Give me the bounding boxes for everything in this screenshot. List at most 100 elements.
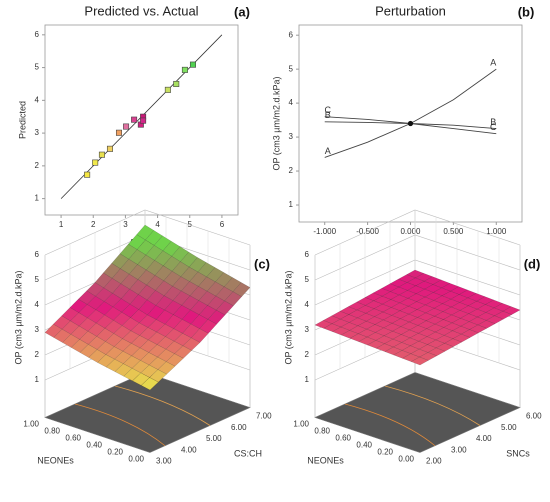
- surface-patch: [189, 271, 207, 287]
- y-tick-label: 1: [289, 200, 294, 209]
- series-label: A: [325, 146, 331, 156]
- y-axis-label: NEONEs: [37, 455, 74, 465]
- surface-patch: [97, 354, 115, 368]
- surface-patch: [157, 361, 176, 375]
- y-tick-label: 0.20: [377, 448, 393, 457]
- z-tick-label: 2: [35, 350, 40, 359]
- z-axis-label: OP (cm3 µm/m2.d.kPa): [13, 270, 23, 364]
- surface-patch: [120, 258, 138, 275]
- point: [140, 117, 147, 124]
- x-tick-label: 1: [59, 220, 64, 229]
- x-tick-label: 5.00: [206, 434, 222, 443]
- surface-patch: [215, 286, 234, 302]
- series-label: B: [325, 110, 331, 120]
- surface-patch: [314, 320, 333, 329]
- surface-patch: [131, 360, 150, 374]
- series-label: B: [490, 117, 496, 127]
- x-tick-label: 7.00: [256, 412, 272, 421]
- y-tick-label: 0.40: [86, 441, 102, 450]
- z-tick-label: 4: [35, 300, 40, 309]
- y-tick-label: 5: [289, 64, 294, 73]
- x-tick-label: 3.00: [451, 445, 467, 454]
- surface-patch: [140, 364, 159, 378]
- x-tick-label: 5.00: [501, 423, 517, 432]
- z-tick-label: 3: [35, 325, 40, 334]
- floor-contour: [114, 385, 211, 426]
- surface-patch: [148, 344, 167, 358]
- x-axis-label: CS:CH: [234, 448, 262, 458]
- chart-title: Perturbation: [375, 3, 446, 18]
- y-tick-label: 1.00: [293, 420, 309, 429]
- surface-patch: [146, 275, 165, 291]
- y-tick-label: 3: [35, 128, 40, 137]
- x-tick-label: 4.00: [181, 445, 197, 454]
- z-tick-label: 1: [35, 375, 40, 384]
- z-axis-label: OP (cm3 µm/m2.d.kPa): [283, 270, 293, 364]
- z-tick-label: 1: [305, 375, 310, 384]
- y-tick-label: 0.80: [44, 427, 60, 436]
- z-tick-label: 6: [305, 250, 310, 259]
- y-tick-label: 1: [35, 194, 40, 203]
- y-axis-label: Predicted: [17, 101, 27, 139]
- y-tick-label: 0.00: [128, 455, 144, 464]
- y-axis-label: OP (cm3 µm/m2.d.kPa): [271, 76, 281, 170]
- surface-patch: [147, 331, 166, 345]
- x-tick-label: 2: [91, 220, 96, 229]
- series-label: C: [324, 105, 331, 115]
- plot-frame: [44, 24, 239, 216]
- surface-patch: [199, 319, 217, 334]
- panel-label: (c): [254, 256, 270, 271]
- surface-patch: [165, 341, 184, 354]
- surface-patch: [198, 276, 216, 292]
- surface-patch: [393, 350, 412, 359]
- surface-patch: [148, 356, 167, 370]
- chart-title: Predicted vs. Actual: [84, 3, 198, 18]
- series-label: A: [490, 58, 496, 68]
- point: [173, 80, 180, 87]
- y-tick-label: 0.20: [107, 448, 123, 457]
- panel-label: (a): [234, 4, 250, 19]
- surface-patch: [120, 288, 139, 305]
- surface-patch: [146, 290, 165, 306]
- y-tick-label: 0.60: [335, 434, 351, 443]
- surface-patch: [149, 369, 168, 383]
- panel-label: (d): [524, 256, 541, 271]
- y-tick-label: 4: [289, 98, 294, 107]
- surface-patch: [340, 330, 359, 339]
- point: [131, 116, 138, 123]
- surface-patch: [367, 340, 386, 349]
- surface-patch: [122, 355, 141, 369]
- point: [84, 171, 91, 178]
- y-tick-label: 0.40: [356, 441, 372, 450]
- surface-patch: [410, 356, 429, 366]
- surface-patch: [165, 353, 184, 367]
- surface-patch: [155, 309, 174, 325]
- point: [164, 86, 171, 93]
- point: [98, 151, 105, 158]
- x-tick-label: -1.000: [313, 227, 336, 236]
- surface-patch: [145, 260, 164, 276]
- surface-patch: [130, 322, 149, 336]
- surface-patch: [156, 336, 175, 350]
- y-tick-label: 6: [35, 30, 40, 39]
- y-tick-label: 0.60: [65, 434, 81, 443]
- x-tick-label: 3: [123, 220, 128, 229]
- x-tick-label: 5: [188, 220, 193, 229]
- surface-patch: [139, 327, 158, 341]
- surface-patch: [145, 245, 164, 261]
- x-tick-label: 6.00: [231, 423, 247, 432]
- surface-patch: [171, 261, 190, 277]
- x-tick-label: 0.500: [443, 227, 464, 236]
- z-tick-label: 4: [305, 300, 310, 309]
- surface-patch: [114, 351, 133, 364]
- x-axis-label: SNCs: [506, 448, 530, 458]
- y-tick-label: 4: [35, 95, 40, 104]
- z-tick-label: 3: [305, 325, 310, 334]
- point: [106, 145, 113, 152]
- x-tick-label: 3.00: [156, 457, 172, 466]
- surface-patch: [122, 343, 141, 357]
- y-tick-label: 5: [35, 63, 40, 72]
- y-tick-label: 0.00: [398, 455, 414, 464]
- surface-patch: [172, 290, 191, 306]
